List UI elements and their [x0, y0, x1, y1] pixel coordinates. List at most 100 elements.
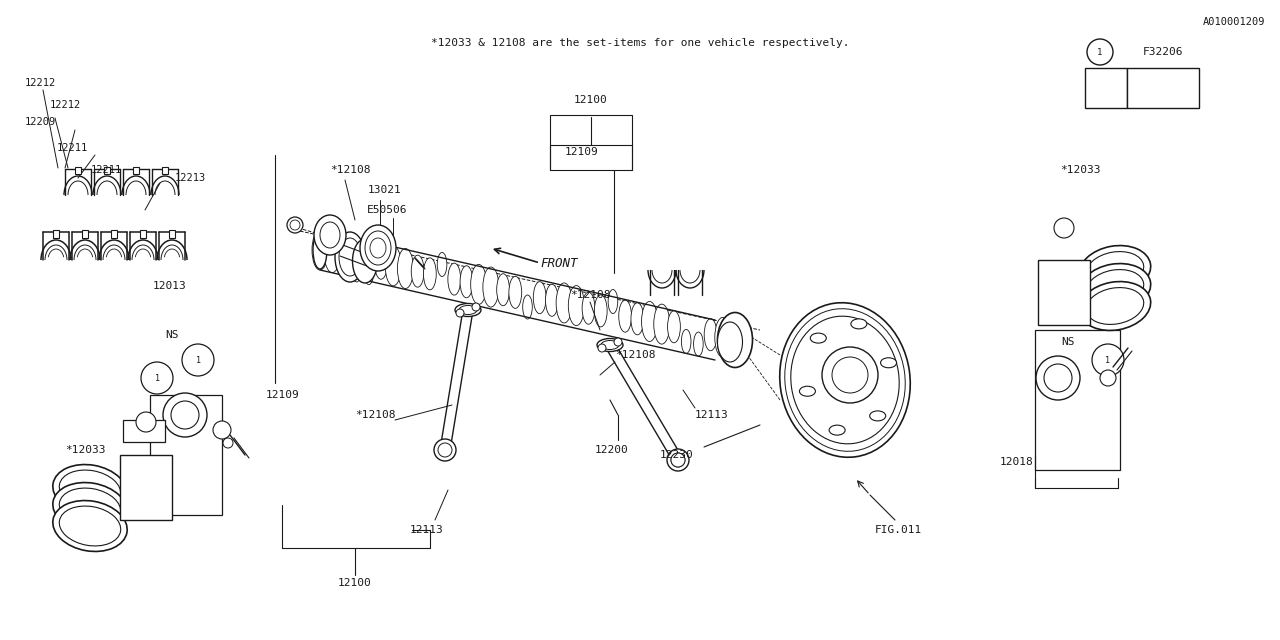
Bar [1126, 68, 1199, 108]
Ellipse shape [718, 322, 742, 362]
Circle shape [163, 393, 207, 437]
Ellipse shape [324, 233, 340, 273]
Ellipse shape [320, 222, 340, 248]
Ellipse shape [654, 304, 669, 344]
Text: *12033 & 12108 are the set-items for one vehicle respectively.: *12033 & 12108 are the set-items for one… [431, 38, 849, 48]
Circle shape [1044, 364, 1073, 392]
Text: *12033: *12033 [1060, 165, 1101, 175]
Ellipse shape [810, 333, 827, 343]
Ellipse shape [411, 255, 424, 287]
Bar [163, 167, 168, 174]
Ellipse shape [338, 239, 351, 271]
Circle shape [832, 357, 868, 393]
Circle shape [1053, 218, 1074, 238]
Text: 12100: 12100 [573, 95, 608, 105]
Text: F32206: F32206 [1143, 47, 1183, 57]
Text: 12212: 12212 [26, 78, 56, 88]
Bar [1036, 330, 1120, 470]
Text: 12100: 12100 [338, 578, 372, 588]
Text: *12108: *12108 [355, 410, 396, 420]
Ellipse shape [681, 330, 691, 353]
Ellipse shape [339, 238, 361, 276]
Ellipse shape [582, 292, 595, 324]
Ellipse shape [448, 263, 461, 295]
Ellipse shape [608, 289, 618, 314]
Text: FIG.011: FIG.011 [876, 525, 923, 535]
Text: 1: 1 [1106, 355, 1111, 365]
Text: 12212: 12212 [50, 100, 81, 110]
Ellipse shape [780, 303, 910, 457]
Ellipse shape [59, 506, 120, 546]
Ellipse shape [602, 340, 620, 349]
Text: *12033: *12033 [65, 445, 105, 455]
Text: NS: NS [1061, 337, 1075, 347]
Text: 12211: 12211 [91, 165, 123, 175]
Ellipse shape [364, 260, 374, 285]
Text: 12200: 12200 [595, 445, 628, 455]
Text: 12209: 12209 [26, 117, 56, 127]
Circle shape [1100, 370, 1116, 386]
Ellipse shape [596, 339, 623, 351]
Text: 13021: 13021 [369, 185, 402, 195]
Bar [120, 455, 172, 520]
Ellipse shape [881, 358, 896, 368]
Ellipse shape [785, 308, 905, 451]
Circle shape [141, 362, 173, 394]
Ellipse shape [829, 425, 845, 435]
Bar [123, 420, 165, 442]
Text: 12109: 12109 [564, 147, 599, 157]
Ellipse shape [360, 225, 396, 271]
Circle shape [671, 453, 685, 467]
Circle shape [287, 217, 303, 233]
Circle shape [1092, 344, 1124, 376]
Text: NS: NS [165, 330, 179, 340]
Circle shape [136, 412, 156, 432]
Circle shape [671, 453, 685, 467]
Ellipse shape [568, 285, 585, 326]
Text: 12018: 12018 [1000, 457, 1034, 467]
Ellipse shape [314, 231, 326, 269]
Ellipse shape [52, 500, 127, 552]
Text: *12108: *12108 [570, 290, 611, 300]
Text: 12211: 12211 [58, 143, 88, 153]
Bar [111, 230, 116, 238]
Ellipse shape [851, 319, 867, 329]
Ellipse shape [718, 312, 753, 367]
Circle shape [667, 449, 689, 471]
Text: 12113: 12113 [695, 410, 728, 420]
Text: *12108: *12108 [330, 165, 370, 175]
Text: A010001209: A010001209 [1202, 17, 1265, 27]
Ellipse shape [471, 264, 486, 305]
Bar [1085, 68, 1126, 108]
Ellipse shape [631, 303, 644, 335]
Ellipse shape [594, 295, 607, 327]
Ellipse shape [1079, 282, 1151, 330]
Circle shape [182, 344, 214, 376]
Circle shape [472, 303, 480, 311]
Circle shape [822, 347, 878, 403]
Ellipse shape [1087, 287, 1144, 324]
Ellipse shape [694, 332, 703, 356]
Ellipse shape [312, 230, 328, 270]
Ellipse shape [370, 238, 387, 258]
Circle shape [1087, 39, 1114, 65]
Ellipse shape [52, 465, 127, 515]
Text: 12213: 12213 [175, 173, 206, 183]
Ellipse shape [704, 319, 717, 351]
Ellipse shape [59, 488, 120, 528]
Ellipse shape [375, 247, 388, 279]
Ellipse shape [398, 248, 413, 289]
Ellipse shape [1079, 264, 1151, 312]
Text: 1: 1 [196, 355, 201, 365]
Ellipse shape [385, 246, 401, 286]
Ellipse shape [460, 305, 477, 314]
Text: 12109: 12109 [266, 390, 300, 400]
Ellipse shape [641, 301, 658, 342]
Text: *12108: *12108 [614, 350, 655, 360]
Circle shape [614, 338, 622, 346]
Ellipse shape [522, 295, 532, 319]
Text: 12230: 12230 [660, 450, 694, 460]
Circle shape [291, 220, 300, 230]
Ellipse shape [545, 284, 558, 316]
Ellipse shape [365, 231, 390, 265]
